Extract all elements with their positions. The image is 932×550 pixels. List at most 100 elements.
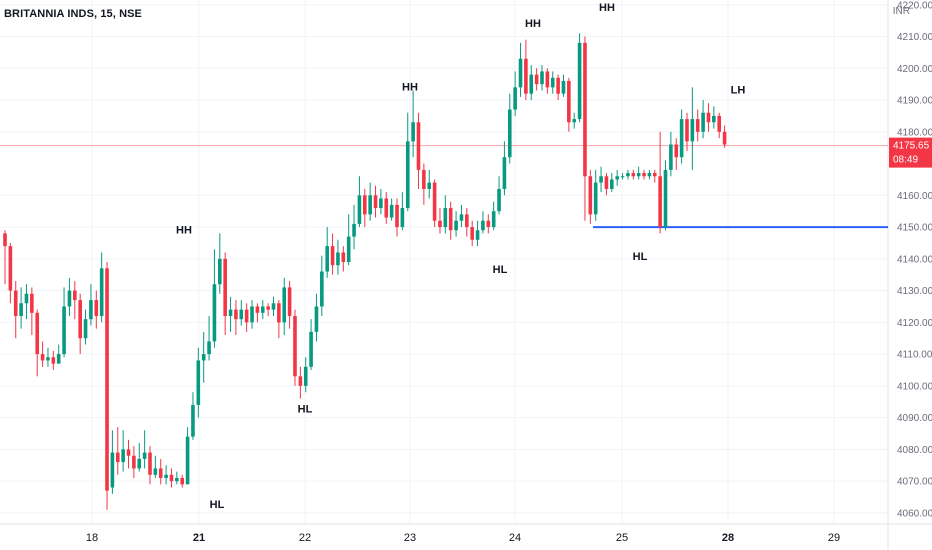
- candle-body[interactable]: [518, 58, 523, 88]
- candle-body[interactable]: [341, 252, 346, 262]
- candle-body[interactable]: [148, 452, 152, 475]
- candle-body[interactable]: [223, 258, 227, 316]
- candle-body[interactable]: [438, 220, 442, 228]
- candle-body[interactable]: [593, 182, 598, 215]
- candle-body[interactable]: [62, 306, 66, 355]
- candle-body[interactable]: [389, 204, 394, 218]
- candle-body[interactable]: [239, 309, 244, 320]
- candle-body[interactable]: [234, 309, 238, 320]
- candle-body[interactable]: [534, 74, 539, 85]
- candle-body[interactable]: [459, 214, 464, 221]
- candle-body[interactable]: [201, 354, 206, 361]
- candle-body[interactable]: [357, 195, 362, 224]
- candle-body[interactable]: [40, 354, 45, 361]
- candle-body[interactable]: [277, 303, 281, 323]
- candle-body[interactable]: [368, 195, 372, 215]
- candle-body[interactable]: [126, 449, 131, 456]
- candle-body[interactable]: [121, 449, 125, 463]
- candle-body[interactable]: [255, 306, 260, 313]
- candle-body[interactable]: [599, 176, 603, 183]
- candle-body[interactable]: [556, 77, 560, 94]
- candle-body[interactable]: [712, 115, 716, 123]
- candle-body[interactable]: [169, 474, 174, 482]
- candle-body[interactable]: [51, 357, 56, 364]
- candle-body[interactable]: [427, 182, 432, 189]
- candle-body[interactable]: [137, 458, 142, 469]
- candle-body[interactable]: [465, 214, 469, 228]
- candle-body[interactable]: [502, 157, 507, 189]
- candle-body[interactable]: [481, 220, 485, 231]
- candle-body[interactable]: [513, 87, 517, 110]
- candle-body[interactable]: [212, 284, 217, 342]
- candle-body[interactable]: [685, 119, 689, 142]
- candle-body[interactable]: [271, 303, 276, 310]
- candle-body[interactable]: [636, 173, 641, 177]
- candle-body[interactable]: [454, 220, 458, 231]
- candle-body[interactable]: [94, 300, 99, 316]
- candle-body[interactable]: [282, 287, 287, 323]
- candle-body[interactable]: [218, 258, 222, 285]
- candle-body[interactable]: [3, 233, 7, 247]
- candle-body[interactable]: [266, 306, 270, 310]
- candle-body[interactable]: [320, 271, 324, 307]
- candle-body[interactable]: [73, 290, 77, 301]
- candle-body[interactable]: [196, 360, 201, 405]
- candle-body[interactable]: [679, 119, 684, 158]
- candle-body[interactable]: [298, 376, 303, 386]
- candle-body[interactable]: [287, 287, 292, 316]
- candle-body[interactable]: [610, 179, 614, 189]
- candle-body[interactable]: [362, 195, 367, 215]
- candle-body[interactable]: [83, 319, 88, 339]
- candle-body[interactable]: [303, 366, 308, 386]
- candle-body[interactable]: [105, 268, 109, 491]
- candle-body[interactable]: [722, 131, 727, 145]
- candle-body[interactable]: [395, 204, 399, 228]
- candle-body[interactable]: [400, 208, 405, 228]
- candle-body[interactable]: [567, 80, 571, 123]
- candle-body[interactable]: [142, 452, 147, 459]
- candle-body[interactable]: [35, 312, 40, 355]
- candle-body[interactable]: [422, 169, 426, 189]
- candle-body[interactable]: [260, 306, 265, 313]
- candle-body[interactable]: [717, 115, 722, 132]
- candle-body[interactable]: [652, 173, 657, 177]
- candle-body[interactable]: [583, 42, 587, 177]
- candle-body[interactable]: [78, 300, 82, 339]
- candle-body[interactable]: [545, 71, 550, 88]
- candle-body[interactable]: [588, 176, 593, 215]
- candle-body[interactable]: [185, 436, 190, 485]
- candle-body[interactable]: [491, 211, 496, 228]
- candle-body[interactable]: [24, 293, 29, 304]
- candle-body[interactable]: [336, 252, 340, 266]
- candle-body[interactable]: [293, 315, 297, 377]
- candle-body[interactable]: [325, 246, 329, 272]
- candle-body[interactable]: [572, 119, 577, 123]
- candle-body[interactable]: [330, 246, 335, 266]
- candle-body[interactable]: [577, 42, 582, 120]
- candle-body[interactable]: [674, 144, 679, 158]
- candle-body[interactable]: [115, 452, 120, 463]
- candle-body[interactable]: [432, 182, 437, 221]
- candle-body[interactable]: [207, 341, 211, 355]
- candle-body[interactable]: [153, 468, 158, 475]
- candle-body[interactable]: [647, 173, 652, 177]
- candle-body[interactable]: [416, 122, 421, 170]
- candle-body[interactable]: [405, 141, 410, 209]
- candle-body[interactable]: [19, 303, 23, 316]
- candle-body[interactable]: [615, 176, 619, 180]
- candle-body[interactable]: [314, 306, 319, 332]
- candle-body[interactable]: [448, 208, 453, 231]
- candle-body[interactable]: [620, 176, 625, 178]
- candle-body[interactable]: [631, 173, 636, 177]
- candle-body[interactable]: [158, 468, 163, 478]
- candle-body[interactable]: [164, 474, 168, 478]
- candle-body[interactable]: [384, 198, 389, 218]
- candle-body[interactable]: [663, 169, 668, 228]
- candle-body[interactable]: [244, 309, 249, 323]
- candle-body[interactable]: [529, 74, 534, 94]
- candle-body[interactable]: [658, 176, 662, 228]
- candle-body[interactable]: [228, 309, 233, 316]
- candle-body[interactable]: [690, 119, 695, 142]
